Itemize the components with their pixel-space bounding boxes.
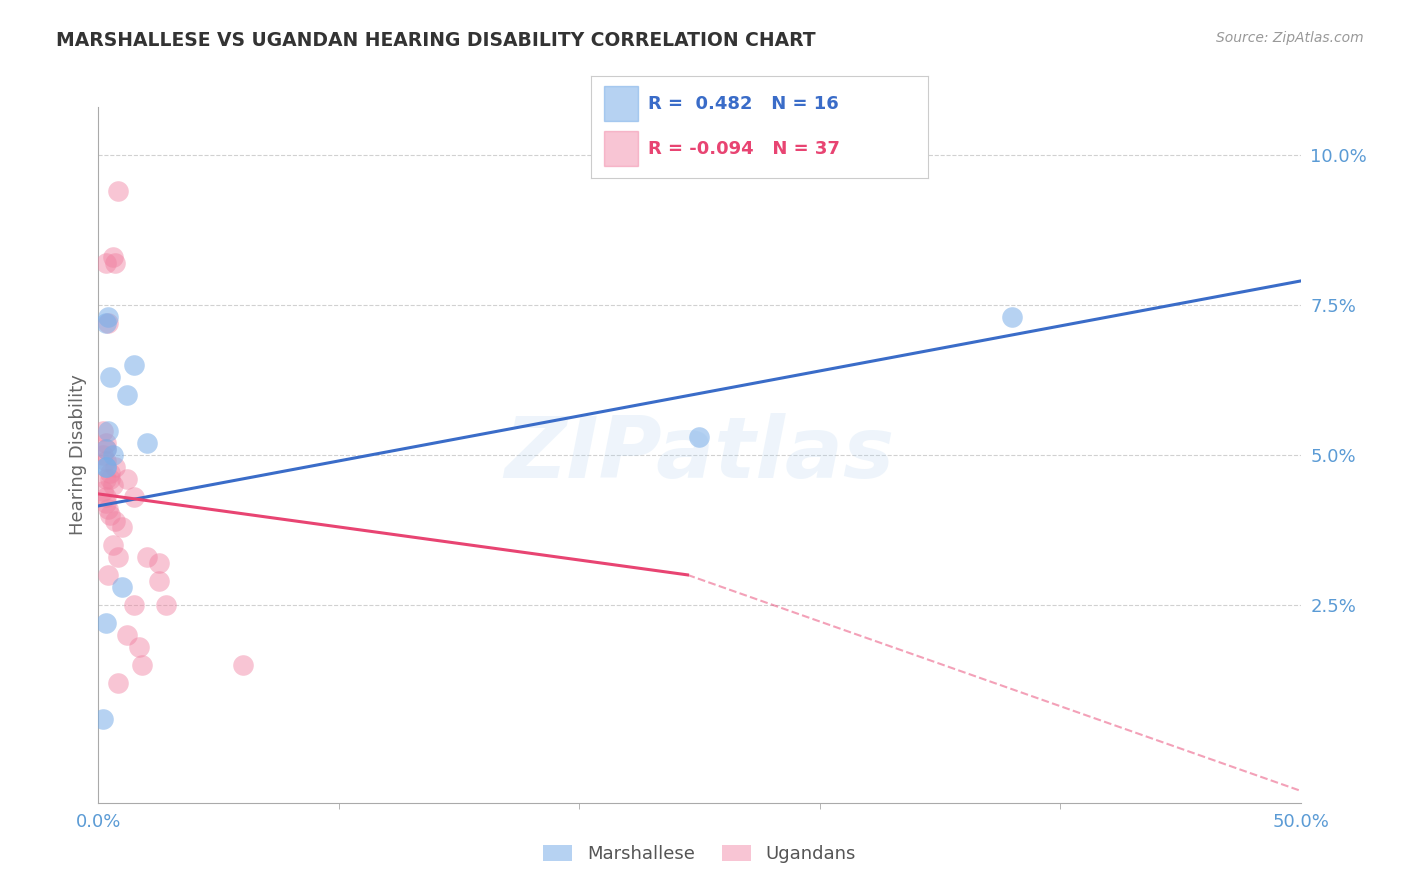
Point xyxy=(100,466,122,480)
Text: R = -0.094   N = 37: R = -0.094 N = 37 xyxy=(648,140,839,158)
Point xyxy=(94,472,117,486)
Point xyxy=(232,657,254,672)
Point xyxy=(94,615,117,630)
Point xyxy=(97,502,120,516)
Point xyxy=(117,628,139,642)
Point xyxy=(91,424,114,438)
Point xyxy=(91,448,114,462)
Point xyxy=(107,549,129,564)
Text: Source: ZipAtlas.com: Source: ZipAtlas.com xyxy=(1216,31,1364,45)
Point xyxy=(97,316,120,330)
Point xyxy=(101,250,124,264)
Point xyxy=(124,358,146,372)
Point xyxy=(97,424,120,438)
Point xyxy=(94,256,117,270)
Point xyxy=(135,436,157,450)
Point xyxy=(124,490,146,504)
Point xyxy=(101,448,124,462)
Bar xyxy=(605,87,638,121)
Point xyxy=(1001,310,1024,324)
Point xyxy=(94,459,117,474)
Point xyxy=(117,472,139,486)
Point xyxy=(94,490,117,504)
Y-axis label: Hearing Disability: Hearing Disability xyxy=(69,375,87,535)
Text: ZIPatlas: ZIPatlas xyxy=(505,413,894,497)
Point xyxy=(100,508,122,522)
Point xyxy=(97,567,120,582)
Point xyxy=(94,436,117,450)
Point xyxy=(111,520,134,534)
Point xyxy=(100,370,122,384)
Point xyxy=(131,657,153,672)
Point xyxy=(135,549,157,564)
Point xyxy=(94,459,117,474)
Point xyxy=(97,310,120,324)
Point xyxy=(124,598,146,612)
Text: R =  0.482   N = 16: R = 0.482 N = 16 xyxy=(648,95,838,112)
Text: MARSHALLESE VS UGANDAN HEARING DISABILITY CORRELATION CHART: MARSHALLESE VS UGANDAN HEARING DISABILIT… xyxy=(56,31,815,50)
Point xyxy=(94,316,117,330)
Point xyxy=(94,442,117,456)
Point xyxy=(148,574,170,588)
Point xyxy=(104,256,127,270)
Point xyxy=(155,598,177,612)
Point xyxy=(94,442,117,456)
Point xyxy=(91,712,114,726)
Point xyxy=(104,459,127,474)
Point xyxy=(94,496,117,510)
Point xyxy=(104,514,127,528)
Point xyxy=(101,478,124,492)
Point xyxy=(91,483,114,498)
Point xyxy=(107,184,129,198)
Point xyxy=(128,640,150,654)
Point xyxy=(111,580,134,594)
Point xyxy=(107,676,129,690)
Point xyxy=(101,538,124,552)
Legend: Marshallese, Ugandans: Marshallese, Ugandans xyxy=(536,838,863,871)
Point xyxy=(688,430,710,444)
Point xyxy=(94,454,117,468)
Point xyxy=(117,388,139,402)
Bar xyxy=(605,131,638,166)
Point xyxy=(148,556,170,570)
Point xyxy=(100,472,122,486)
